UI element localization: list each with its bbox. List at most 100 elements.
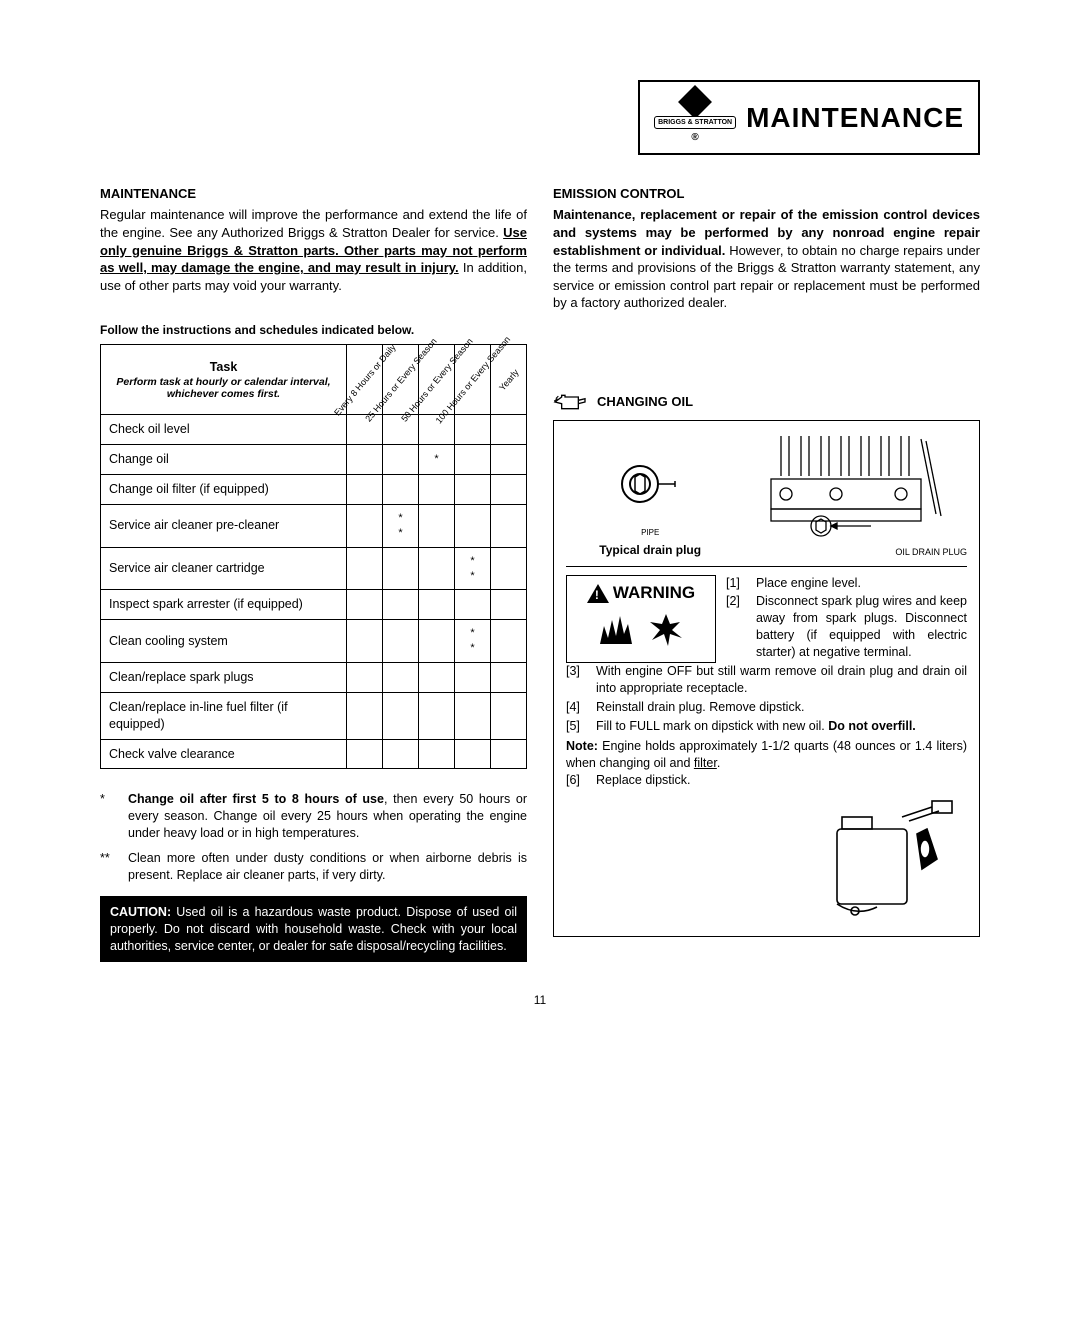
table-row: Check oil level <box>101 415 527 445</box>
dipstick-icon <box>807 799 967 919</box>
engine-diagram-icon <box>761 431 951 541</box>
mark-cell <box>491 662 527 692</box>
mark-cell <box>419 505 455 548</box>
mark-cell <box>491 475 527 505</box>
mark-cell <box>419 662 455 692</box>
pipe-label: PIPE <box>566 528 734 539</box>
mark-cell <box>455 445 491 475</box>
maintenance-paragraph: Regular maintenance will improve the per… <box>100 206 527 294</box>
step-text: Fill to FULL mark on dipstick with new o… <box>596 718 916 735</box>
mark-cell: ** <box>455 547 491 590</box>
mark-cell <box>347 445 383 475</box>
note-text1: Engine holds approximately 1-1/2 quarts … <box>566 739 967 770</box>
col-header-3: 100 Hours or Every Season <box>455 345 491 415</box>
oil-box: PIPE Typical drain plug <box>553 420 980 937</box>
mark-cell <box>419 475 455 505</box>
oil-note: Note: Engine holds approximately 1-1/2 q… <box>566 738 967 772</box>
header-box: BRIGGS & STRATTON ® MAINTENANCE <box>638 80 980 155</box>
table-row: Change oil * <box>101 445 527 475</box>
note1-text: Change oil after first 5 to 8 hours of u… <box>128 791 527 842</box>
mark-cell <box>347 692 383 739</box>
mark-cell <box>419 590 455 620</box>
mark-cell <box>383 445 419 475</box>
table-row: Clean/replace in-line fuel filter (if eq… <box>101 692 527 739</box>
note2-symbol: ** <box>100 850 118 884</box>
mark-cell <box>383 475 419 505</box>
header-title: MAINTENANCE <box>746 99 964 137</box>
note1-bold: Change oil after first 5 to 8 hours of u… <box>128 792 384 806</box>
warning-row: WARNING [1] Place engine level.[2]Disconn… <box>566 575 967 663</box>
step-text: Place engine level. <box>756 575 861 592</box>
mark-cell <box>347 620 383 663</box>
caution-text: Used oil is a hazardous waste product. D… <box>110 905 517 953</box>
mark-cell <box>383 620 419 663</box>
step-row: [1] Place engine level. <box>726 575 967 592</box>
step-num: [5] <box>566 718 588 735</box>
step-row: [2]Disconnect spark plug wires and keep … <box>726 593 967 661</box>
warning-box: WARNING <box>566 575 716 663</box>
step-num: [1] <box>726 575 748 592</box>
dipstick-diagram <box>566 799 967 924</box>
oil-drain-label: OIL DRAIN PLUG <box>744 548 967 558</box>
step-text: Reinstall drain plug. Remove dipstick. <box>596 699 804 716</box>
mark-cell <box>383 739 419 769</box>
explosion-icon <box>646 612 686 646</box>
note2-text: Clean more often under dusty conditions … <box>128 850 527 884</box>
table-row: Service air cleaner pre-cleaner** <box>101 505 527 548</box>
mark-cell <box>455 475 491 505</box>
mark-cell <box>491 692 527 739</box>
task-title: Task <box>109 359 338 376</box>
note-filter: filter <box>694 756 717 770</box>
mark-cell <box>491 620 527 663</box>
maintenance-heading: MAINTENANCE <box>100 185 527 203</box>
oil-can-icon <box>553 392 587 412</box>
table-row: Clean/replace spark plugs <box>101 662 527 692</box>
mark-cell <box>347 590 383 620</box>
step-num: [3] <box>566 663 588 697</box>
mark-cell <box>455 662 491 692</box>
mark-cell <box>455 739 491 769</box>
diagram-top: PIPE Typical drain plug <box>566 431 967 567</box>
step-row: [3]With engine OFF but still warm remove… <box>566 663 967 697</box>
mark-cell <box>383 590 419 620</box>
mark-cell <box>347 475 383 505</box>
brand-text: BRIGGS & STRATTON <box>654 116 736 129</box>
note-label: Note: <box>566 739 598 753</box>
step-row: [4]Reinstall drain plug. Remove dipstick… <box>566 699 967 716</box>
table-row: Change oil filter (if equipped) <box>101 475 527 505</box>
note-text2: . <box>717 756 720 770</box>
registered-icon: ® <box>654 131 736 145</box>
mark-cell <box>419 547 455 590</box>
task-header: Task Perform task at hourly or calendar … <box>101 345 347 415</box>
task-cell: Check oil level <box>101 415 347 445</box>
changing-oil-title: CHANGING OIL <box>597 393 693 411</box>
mark-cell <box>419 692 455 739</box>
left-column: MAINTENANCE Regular maintenance will imp… <box>100 185 527 963</box>
right-column: EMISSION CONTROL Maintenance, replacemen… <box>553 185 980 963</box>
table-row: Clean cooling system** <box>101 620 527 663</box>
mark-cell: ** <box>383 505 419 548</box>
steps-3-5: [3]With engine OFF but still warm remove… <box>566 663 967 735</box>
mark-cell <box>491 415 527 445</box>
mark-cell: * <box>419 445 455 475</box>
mark-cell <box>455 692 491 739</box>
table-notes: * Change oil after first 5 to 8 hours of… <box>100 791 527 883</box>
mark-cell <box>491 445 527 475</box>
emission-paragraph: Maintenance, replacement or repair of th… <box>553 206 980 311</box>
caution-label: CAUTION: <box>110 905 171 919</box>
task-cell: Change oil <box>101 445 347 475</box>
page-number: 11 <box>100 992 980 1008</box>
task-cell: Check valve clearance <box>101 739 347 769</box>
task-cell: Clean/replace spark plugs <box>101 662 347 692</box>
mark-cell <box>383 692 419 739</box>
task-cell: Change oil filter (if equipped) <box>101 475 347 505</box>
note1-symbol: * <box>100 791 118 842</box>
table-row: Service air cleaner cartridge** <box>101 547 527 590</box>
step-num: [2] <box>726 593 748 661</box>
mark-cell <box>455 505 491 548</box>
follow-instructions: Follow the instructions and schedules in… <box>100 322 527 338</box>
mark-cell <box>383 662 419 692</box>
mark-cell <box>347 415 383 445</box>
caution-box: CAUTION: Used oil is a hazardous waste p… <box>100 896 527 963</box>
table-row: Check valve clearance <box>101 739 527 769</box>
